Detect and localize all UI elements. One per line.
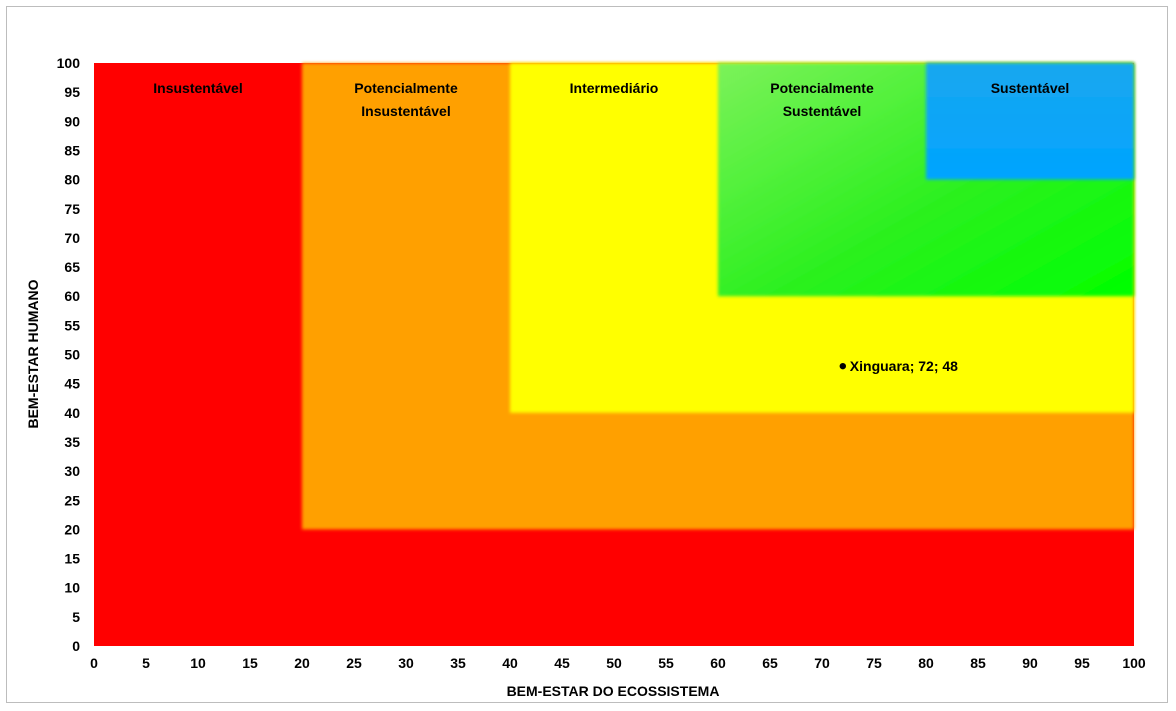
x-tick-label: 70 — [814, 655, 830, 671]
y-tick-label: 5 — [72, 609, 80, 625]
x-tick-label: 85 — [970, 655, 986, 671]
y-tick-label: 60 — [64, 288, 80, 304]
zone-label: Intermediário — [570, 80, 659, 96]
x-tick-label: 20 — [294, 655, 310, 671]
zone-label: Sustentável — [991, 80, 1070, 96]
zone-label: Insustentável — [361, 103, 450, 119]
zone-label: Sustentável — [783, 103, 862, 119]
x-tick-label: 90 — [1022, 655, 1038, 671]
zone-label: Potencialmente — [354, 80, 458, 96]
y-tick-label: 15 — [64, 551, 80, 567]
x-tick-label: 45 — [554, 655, 570, 671]
y-axis-title: BEM-ESTAR HUMANO — [25, 279, 41, 428]
x-tick-label: 35 — [450, 655, 466, 671]
y-tick-label: 75 — [64, 201, 80, 217]
y-tick-label: 100 — [57, 55, 81, 71]
x-tick-label: 60 — [710, 655, 726, 671]
x-tick-label: 75 — [866, 655, 882, 671]
y-tick-label: 40 — [64, 405, 80, 421]
y-tick-label: 25 — [64, 492, 80, 508]
zone-label: Insustentável — [153, 80, 242, 96]
axes-layer: 0 5 10 15 20 25 30 35 40 45 50 55 60 65 70 75 80 85 90 95 10… — [57, 55, 1146, 671]
data-point-label: Xinguara; 72; 48 — [850, 358, 958, 374]
data-point — [839, 362, 846, 370]
x-tick-label: 55 — [658, 655, 674, 671]
x-tick-label: 10 — [190, 655, 206, 671]
zone-label: Potencialmente — [770, 80, 874, 96]
y-tick-label: 35 — [64, 434, 80, 450]
zones-layer — [94, 63, 1134, 646]
y-tick-label: 90 — [64, 113, 80, 129]
y-tick-label: 50 — [64, 347, 80, 363]
x-tick-label: 65 — [762, 655, 778, 671]
y-tick-label: 70 — [64, 230, 80, 246]
zone-labels-layer: Insustentável Potencialmente Insustentável… — [153, 80, 1069, 119]
x-tick-label: 30 — [398, 655, 414, 671]
y-tick-label: 95 — [64, 84, 80, 100]
x-tick-label: 100 — [1122, 655, 1146, 671]
x-tick-label: 15 — [242, 655, 258, 671]
x-tick-label: 25 — [346, 655, 362, 671]
x-tick-label: 5 — [142, 655, 150, 671]
y-tick-label: 10 — [64, 580, 80, 596]
x-tick-label: 80 — [918, 655, 934, 671]
x-tick-label: 50 — [606, 655, 622, 671]
zone-5-area — [926, 63, 1134, 180]
points-layer: Xinguara; 72; 48 — [839, 358, 958, 374]
y-tick-label: 55 — [64, 317, 80, 333]
y-tick-label: 80 — [64, 172, 80, 188]
y-tick-label: 65 — [64, 259, 80, 275]
y-tick-label: 20 — [64, 521, 80, 537]
y-tick-label: 85 — [64, 142, 80, 158]
x-axis-title: BEM-ESTAR DO ECOSSISTEMA — [507, 683, 720, 699]
x-tick-label: 95 — [1074, 655, 1090, 671]
x-tick-label: 0 — [90, 655, 98, 671]
y-tick-label: 45 — [64, 376, 80, 392]
y-tick-label: 0 — [72, 638, 80, 654]
y-tick-label: 30 — [64, 463, 80, 479]
x-tick-label: 40 — [502, 655, 518, 671]
